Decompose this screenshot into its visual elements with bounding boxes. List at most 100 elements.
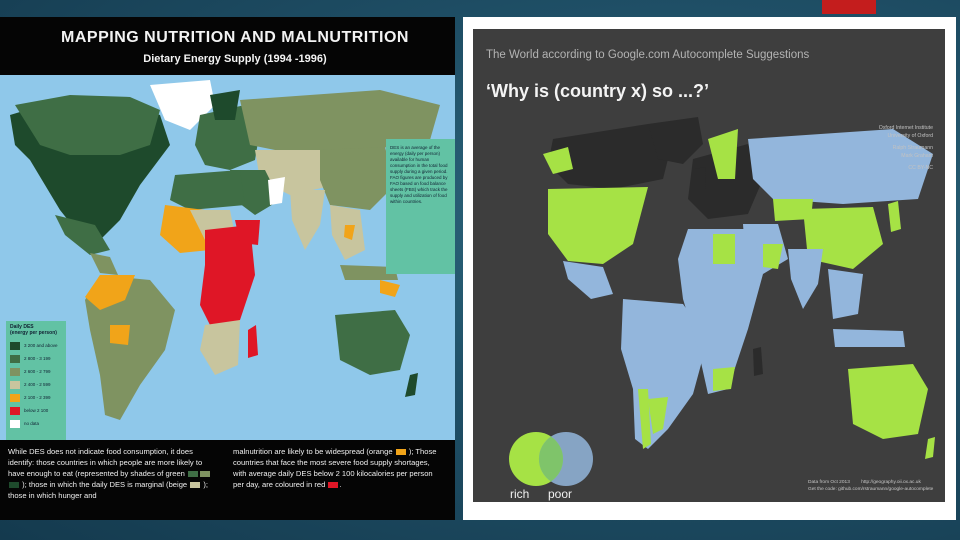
legend-item: 2 800 - 3 199 [10, 352, 62, 365]
map-region-alaska-canada [15, 95, 160, 155]
red-chip [328, 482, 339, 488]
venn-overlap [538, 436, 564, 482]
des-legend: Daily DES (energy per person) 3 200 and … [6, 321, 66, 441]
map-region-cambodia [344, 225, 355, 240]
map-region-china [320, 147, 395, 210]
legend-item: 2 600 - 2 799 [10, 365, 62, 378]
credit-license: CC BY-NC [908, 165, 933, 171]
map-region-south-america-north [85, 275, 135, 310]
map-source-footer: Data from Oct 2013 http://geography.oii.… [808, 479, 943, 493]
map-region-south-america [85, 275, 175, 420]
credit-institution-2: University of Oxford [887, 132, 933, 139]
map-region-madagascar-r [753, 347, 763, 376]
source-date: Data from Oct 2013 [808, 480, 850, 485]
nutrition-map-subtitle: Dietary Energy Supply (1994 -1996) [143, 53, 327, 65]
map-region-greenland [150, 80, 215, 130]
map-region-chile [638, 389, 651, 449]
legend-title: Daily DES (energy per person) [10, 324, 62, 336]
legend-swatch [10, 367, 20, 376]
nutrition-map-caption: While DES does not indicate food consump… [0, 440, 455, 520]
legend-item-label: no data [24, 421, 40, 426]
legend-item-label: 2 600 - 2 799 [24, 369, 51, 374]
nutrition-map-header: MAPPING NUTRITION AND MALNUTRITION Dieta… [0, 17, 455, 75]
map-region-uk [695, 167, 706, 189]
caption-column-left: While DES does not indicate food consump… [8, 446, 220, 501]
map-region-madagascar [248, 325, 258, 358]
map-region-mexico [55, 215, 110, 255]
map-region-north-africa [170, 170, 245, 210]
autocomplete-world-map [543, 117, 935, 459]
legend-item: below 2 100 [10, 404, 62, 417]
legend-item: 2 400 - 2 599 [10, 378, 62, 391]
map-region-southern-africa [200, 320, 240, 375]
nutrition-world-map [10, 80, 440, 420]
map-region-usa [548, 187, 648, 264]
map-region-afghanistan [268, 177, 285, 205]
map-region-russia [240, 90, 440, 155]
caption-text-5: ); Those countries that face the most se… [233, 447, 437, 489]
map-region-saudi [763, 244, 783, 269]
map-region-central-america [90, 253, 118, 275]
legend-swatch [10, 380, 20, 389]
map-region-europe [195, 105, 260, 170]
legend-swatch [10, 341, 20, 350]
credit-institution-1: Oxford Internet Institute [878, 125, 933, 131]
legend-item: no data [10, 417, 62, 430]
legend-swatch [10, 419, 20, 428]
map-attribution: The World according to Google.com Autoco… [486, 49, 810, 61]
map-region-png [380, 280, 400, 297]
map-region-new-zealand [405, 373, 418, 397]
map-region-southeast-asia-r [828, 269, 863, 319]
map-region-australia [335, 310, 410, 375]
rich-poor-venn-diagram [509, 432, 593, 486]
credit-author-1: Ralph Straumann [892, 145, 933, 151]
map-region-greenland-r [648, 117, 703, 164]
map-credits: Oxford Internet Institute University of … [843, 125, 933, 173]
source-code: Get the code: github.com/rstraumann/goog… [808, 487, 934, 492]
map-region-australia-r [848, 364, 928, 439]
legend-item-label: 2 100 - 2 399 [24, 395, 51, 400]
map-region-south-africa-r [713, 367, 735, 391]
legend-item: 2 100 - 2 399 [10, 391, 62, 404]
des-definition-text: DES is an average of the energy (daily p… [390, 145, 448, 204]
map-region-central-east-africa [200, 225, 255, 335]
nutrition-map-panel: MAPPING NUTRITION AND MALNUTRITION Dieta… [0, 17, 455, 520]
credit-author-2: Mark Graham [901, 152, 933, 159]
legend-swatch [10, 354, 20, 363]
caption-text-1: While DES does not indicate food consump… [8, 447, 203, 478]
legend-item: 3 200 and above [10, 339, 62, 352]
map-region-alaska [543, 147, 573, 174]
map-region-africa-r [678, 229, 763, 394]
legend-item-label: 3 200 and above [24, 343, 58, 348]
legend-title-line-1: Daily DES [10, 324, 34, 330]
map-region-horn-africa [235, 220, 260, 245]
legend-swatch [10, 406, 20, 415]
legend-title-line-2: (energy per person) [10, 330, 57, 336]
map-region-china-r [803, 207, 883, 269]
map-region-india-r [788, 249, 823, 309]
caption-text-6: . [339, 480, 342, 489]
map-region-kazakhstan [773, 199, 813, 221]
venn-label-rich: rich [510, 487, 530, 501]
map-region-canada [548, 124, 673, 189]
accent-bar [822, 0, 876, 14]
caption-column-right: malnutrition are likely to be widespread… [233, 446, 445, 490]
map-region-scandinavia-r [708, 129, 738, 179]
map-region-mexico-r [563, 261, 613, 299]
map-region-scandinavia [210, 90, 240, 120]
map-region-russia-r [748, 129, 933, 204]
legend-item-label: 2 800 - 3 199 [24, 356, 51, 361]
legend-swatch [10, 393, 20, 402]
caption-text-4: malnutrition are likely to be widespread… [233, 447, 393, 456]
beige-chip [190, 482, 201, 488]
green-chip [200, 471, 211, 477]
caption-text-2: ); those in which the daily DES is margi… [22, 480, 188, 489]
green-chip [188, 471, 199, 477]
des-definition-box: DES is an average of the energy (daily p… [386, 139, 455, 274]
caption-text-3: ); those in which hunger and [8, 480, 209, 500]
nutrition-map-title: MAPPING NUTRITION AND MALNUTRITION [61, 29, 409, 46]
map-region-bolivia [110, 325, 130, 345]
map-region-japan-r [888, 201, 901, 232]
map-region-europe-r [688, 144, 763, 219]
venn-label-poor: poor [548, 487, 573, 501]
